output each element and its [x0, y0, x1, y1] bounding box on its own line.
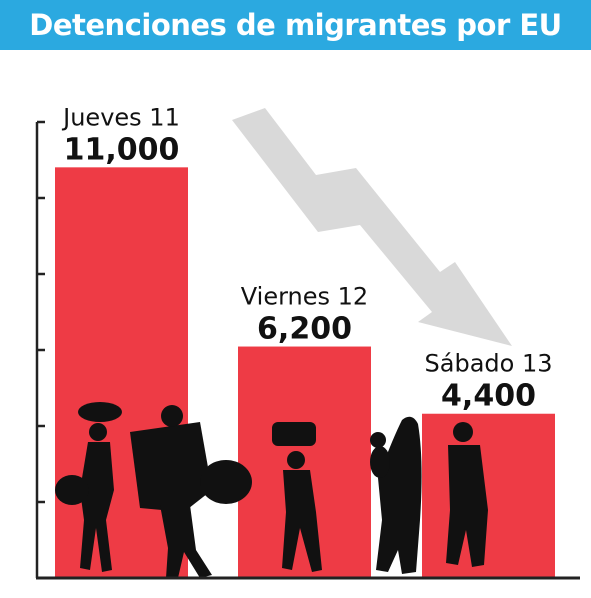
chart-title: Detenciones de migrantes por EU: [29, 8, 562, 42]
bar-chart: Jueves 11 11,000 Viernes 12 6,200 Sábado…: [35, 103, 580, 580]
category-label-sabado-13: Sábado 13: [425, 350, 553, 378]
trend-arrow-icon: [232, 108, 512, 346]
title-bar: Detenciones de migrantes por EU: [0, 0, 591, 50]
migrant-silhouettes-icon: [55, 402, 488, 578]
value-label-viernes-12: 6,200: [257, 312, 352, 347]
category-label-viernes-12: Viernes 12: [241, 283, 368, 311]
value-label-sabado-13: 4,400: [441, 379, 536, 414]
bar-sabado-13: [422, 413, 555, 578]
value-label-jueves-11: 11,000: [64, 132, 180, 167]
category-label-jueves-11: Jueves 11: [61, 103, 180, 131]
